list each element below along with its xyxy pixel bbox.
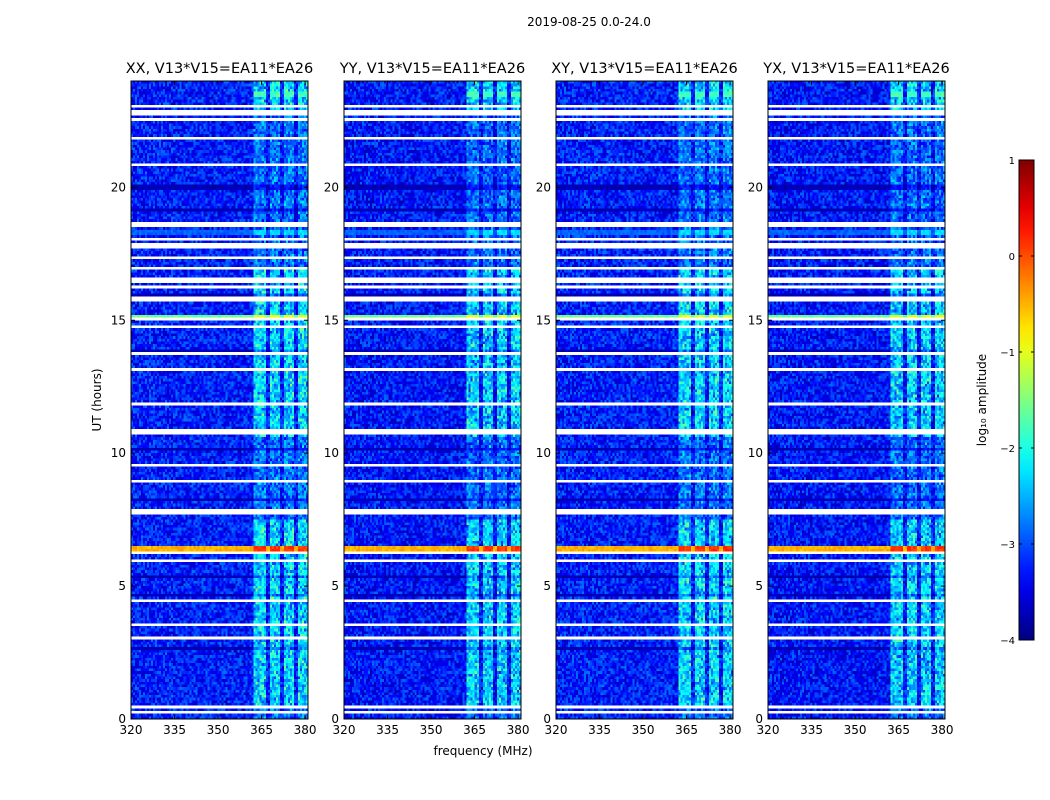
y-axis-label: UT (hours): [90, 368, 104, 431]
colorbar-tick-label: 1: [1009, 156, 1015, 167]
y-tick-label: 15: [111, 313, 126, 327]
y-tick-label: 0: [118, 712, 126, 726]
y-tick-label: 20: [111, 180, 126, 194]
heatmap-image: [131, 81, 308, 719]
x-tick-label: 320: [333, 723, 356, 737]
panel-xx: XX, V13*V15=EA11*EA26 320 335 350 365 380 0 5 10…: [111, 61, 317, 737]
x-tick-label: 365: [887, 723, 910, 737]
colorbar: 1 0 −1 −2 −3 −4: [1000, 156, 1035, 647]
y-tick-label: 10: [324, 446, 339, 460]
colorbar-gradient: [1018, 159, 1035, 641]
y-tick-label: 5: [331, 579, 339, 593]
panel-title: XY, V13*V15=EA11*EA26: [551, 61, 737, 77]
x-tick-label: 335: [800, 723, 823, 737]
x-tick-label: 335: [588, 723, 611, 737]
x-tick-label: 350: [844, 723, 867, 737]
y-tick-label: 10: [536, 446, 551, 460]
panel-frame: [767, 80, 946, 720]
heatmap-image: [556, 81, 733, 719]
panels: XX, V13*V15=EA11*EA26 320 335 350 365 380 0 5 10…: [111, 61, 954, 737]
y-tick-label: 5: [543, 579, 551, 593]
y-tick-label: 20: [536, 180, 551, 194]
panel-frame: [555, 80, 734, 720]
heatmap-image: [768, 81, 945, 719]
x-tick-label: 320: [545, 723, 568, 737]
figure-title: 2019-08-25 0.0-24.0: [527, 15, 651, 29]
y-tick-label: 0: [543, 712, 551, 726]
panel-xy: XY, V13*V15=EA11*EA26 320 335 350 365 380 0 5 10…: [536, 61, 742, 737]
x-axis-label: frequency (MHz): [433, 744, 532, 758]
x-tick-label: 380: [294, 723, 317, 737]
panel-title: YY, V13*V15=EA11*EA26: [339, 61, 525, 77]
x-tick-label: 380: [507, 723, 530, 737]
heatmap-image: [344, 81, 521, 719]
colorbar-tick-label: −3: [1000, 540, 1015, 551]
y-tick-label: 15: [748, 313, 763, 327]
x-tick-label: 380: [719, 723, 742, 737]
x-tick-label: 335: [376, 723, 399, 737]
x-tick-label: 365: [463, 723, 486, 737]
y-tick-label: 20: [748, 180, 763, 194]
x-tick-label: 365: [675, 723, 698, 737]
panel-title: YX, V13*V15=EA11*EA26: [762, 61, 949, 77]
panel-frame: [343, 80, 522, 720]
x-tick-label: 350: [420, 723, 443, 737]
x-tick-label: 350: [632, 723, 655, 737]
x-tick-label: 335: [163, 723, 186, 737]
panel-frame: [130, 80, 309, 720]
y-tick-label: 5: [118, 579, 126, 593]
y-tick-label: 0: [331, 712, 339, 726]
colorbar-tick-label: 0: [1009, 252, 1015, 263]
y-tick-label: 20: [324, 180, 339, 194]
panel-yx: YX, V13*V15=EA11*EA26 320 335 350 365 380 0 5 10…: [748, 61, 954, 737]
colorbar-tick-label: −4: [1000, 636, 1015, 647]
colorbar-tick-label: −2: [1000, 444, 1015, 455]
x-tick-label: 380: [931, 723, 954, 737]
x-tick-label: 320: [120, 723, 143, 737]
panel-yy: YY, V13*V15=EA11*EA26 320 335 350 365 380 0 5 10…: [324, 61, 530, 737]
y-tick-label: 10: [111, 446, 126, 460]
y-tick-label: 0: [755, 712, 763, 726]
y-tick-label: 15: [324, 313, 339, 327]
colorbar-tick-label: −1: [1000, 348, 1015, 359]
x-tick-label: 350: [207, 723, 230, 737]
x-tick-label: 365: [250, 723, 273, 737]
y-tick-label: 10: [748, 446, 763, 460]
x-tick-label: 320: [757, 723, 780, 737]
y-tick-label: 5: [755, 579, 763, 593]
y-tick-label: 15: [536, 313, 551, 327]
colorbar-label: log₁₀ amplitude: [975, 354, 989, 446]
panel-title: XX, V13*V15=EA11*EA26: [126, 61, 314, 77]
